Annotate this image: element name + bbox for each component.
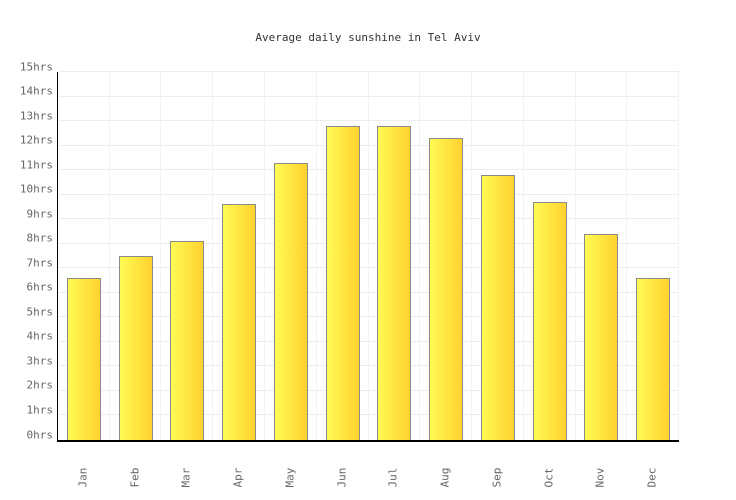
y-tick-label: 10hrs bbox=[19, 182, 53, 196]
y-tick-label: 1hrs bbox=[26, 403, 54, 417]
x-tick-label: Jul bbox=[386, 467, 400, 488]
bar-may bbox=[273, 162, 308, 440]
gridline-horizontal bbox=[58, 218, 679, 220]
gridline-vertical bbox=[367, 72, 369, 440]
x-tick-cell: Mar bbox=[161, 446, 213, 488]
y-tick-label: 11hrs bbox=[19, 158, 53, 172]
gridline-horizontal bbox=[58, 144, 679, 146]
y-tick-label: 2hrs bbox=[26, 378, 54, 392]
gridline-horizontal bbox=[58, 267, 679, 269]
y-tick-label: 8hrs bbox=[26, 231, 54, 245]
gridline-vertical bbox=[160, 72, 162, 440]
gridline-horizontal bbox=[58, 193, 679, 195]
gridline-horizontal bbox=[58, 340, 679, 342]
gridline-vertical bbox=[678, 72, 679, 440]
gridline-horizontal bbox=[58, 120, 679, 122]
bar-column-jan bbox=[58, 72, 110, 440]
x-tick-label: Mar bbox=[179, 467, 193, 488]
x-tick-cell: May bbox=[264, 446, 316, 488]
x-tick-cell: Sep bbox=[471, 446, 523, 488]
bar-sep bbox=[480, 175, 515, 440]
gridline-vertical bbox=[522, 72, 524, 440]
x-tick-cell: Jan bbox=[57, 446, 109, 488]
gridline-horizontal bbox=[58, 291, 679, 293]
gridline-vertical bbox=[470, 72, 472, 440]
gridline-vertical bbox=[574, 72, 576, 440]
bar-column-dec bbox=[627, 72, 679, 440]
x-tick-cell: Aug bbox=[419, 446, 471, 488]
y-axis: 0hrs 1hrs 2hrs 3hrs 4hrs 5hrs 6hrs 7hrs 8hrs 9hrs… bbox=[0, 61, 54, 441]
y-tick-label: 3hrs bbox=[26, 354, 54, 368]
x-tick-label: Sep bbox=[490, 467, 504, 488]
x-tick-label: Jan bbox=[76, 467, 90, 488]
gridline-horizontal bbox=[58, 365, 679, 367]
bar-apr bbox=[222, 204, 257, 440]
y-tick-label: 9hrs bbox=[26, 207, 54, 221]
gridline-horizontal bbox=[58, 316, 679, 318]
gridline-vertical bbox=[212, 72, 214, 440]
x-tick-label: Aug bbox=[438, 467, 452, 488]
y-tick-label: 0hrs bbox=[26, 428, 54, 441]
x-tick-cell: Apr bbox=[212, 446, 264, 488]
x-tick-cell: Dec bbox=[626, 446, 678, 488]
bar-oct bbox=[532, 202, 567, 440]
bar-column-apr bbox=[213, 72, 265, 440]
bar-column-sep bbox=[472, 72, 524, 440]
x-tick-label: Apr bbox=[231, 467, 245, 488]
y-tick-label: 12hrs bbox=[19, 133, 53, 147]
bar-mar bbox=[170, 241, 205, 440]
gridline-vertical bbox=[108, 72, 110, 440]
gridline-horizontal bbox=[58, 389, 679, 391]
y-tick-label: 6hrs bbox=[26, 280, 54, 294]
x-tick-cell: Jun bbox=[316, 446, 368, 488]
gridline-vertical bbox=[626, 72, 628, 440]
y-tick-label: 4hrs bbox=[26, 329, 54, 343]
bar-column-mar bbox=[162, 72, 214, 440]
bar-column-jun bbox=[317, 72, 369, 440]
gridline-horizontal bbox=[58, 95, 679, 97]
gridline-vertical bbox=[315, 72, 317, 440]
y-tick-label: 13hrs bbox=[19, 109, 53, 123]
gridline-vertical bbox=[419, 72, 421, 440]
x-tick-cell: Oct bbox=[523, 446, 575, 488]
x-tick-label: May bbox=[283, 467, 297, 488]
x-tick-cell: Jul bbox=[368, 446, 420, 488]
bar-column-nov bbox=[576, 72, 628, 440]
x-tick-label: Feb bbox=[128, 467, 142, 488]
bar-aug bbox=[429, 138, 464, 440]
bar-jan bbox=[66, 278, 101, 440]
y-tick-label: 7hrs bbox=[26, 256, 54, 270]
bar-jun bbox=[325, 125, 360, 440]
bar-feb bbox=[118, 256, 153, 440]
y-tick-label: 15hrs bbox=[19, 60, 53, 73]
bar-dec bbox=[636, 278, 671, 440]
gridline-horizontal bbox=[58, 242, 679, 244]
bar-column-may bbox=[265, 72, 317, 440]
plot-area bbox=[57, 71, 679, 442]
gridline-horizontal bbox=[58, 169, 679, 171]
y-tick-label: 5hrs bbox=[26, 305, 54, 319]
x-tick-label: Nov bbox=[593, 467, 607, 488]
x-tick-label: Jun bbox=[335, 467, 349, 488]
x-tick-cell: Feb bbox=[109, 446, 161, 488]
x-tick-label: Dec bbox=[645, 467, 659, 488]
bar-column-jul bbox=[369, 72, 421, 440]
bar-nov bbox=[584, 233, 619, 440]
x-axis: Jan Feb Mar Apr May Jun Jul Aug Sep Oct Nov Dec bbox=[57, 446, 678, 488]
gridline-horizontal bbox=[58, 414, 679, 416]
bar-jul bbox=[377, 125, 412, 440]
bars bbox=[58, 72, 679, 440]
x-tick-cell: Nov bbox=[575, 446, 627, 488]
x-tick-label: Oct bbox=[542, 467, 556, 488]
bar-column-aug bbox=[420, 72, 472, 440]
gridline-vertical bbox=[263, 72, 265, 440]
bar-column-feb bbox=[110, 72, 162, 440]
gridline-horizontal bbox=[58, 71, 679, 72]
bar-column-oct bbox=[524, 72, 576, 440]
chart-title: Average daily sunshine in Tel Aviv bbox=[255, 31, 481, 44]
y-tick-label: 14hrs bbox=[19, 84, 53, 98]
